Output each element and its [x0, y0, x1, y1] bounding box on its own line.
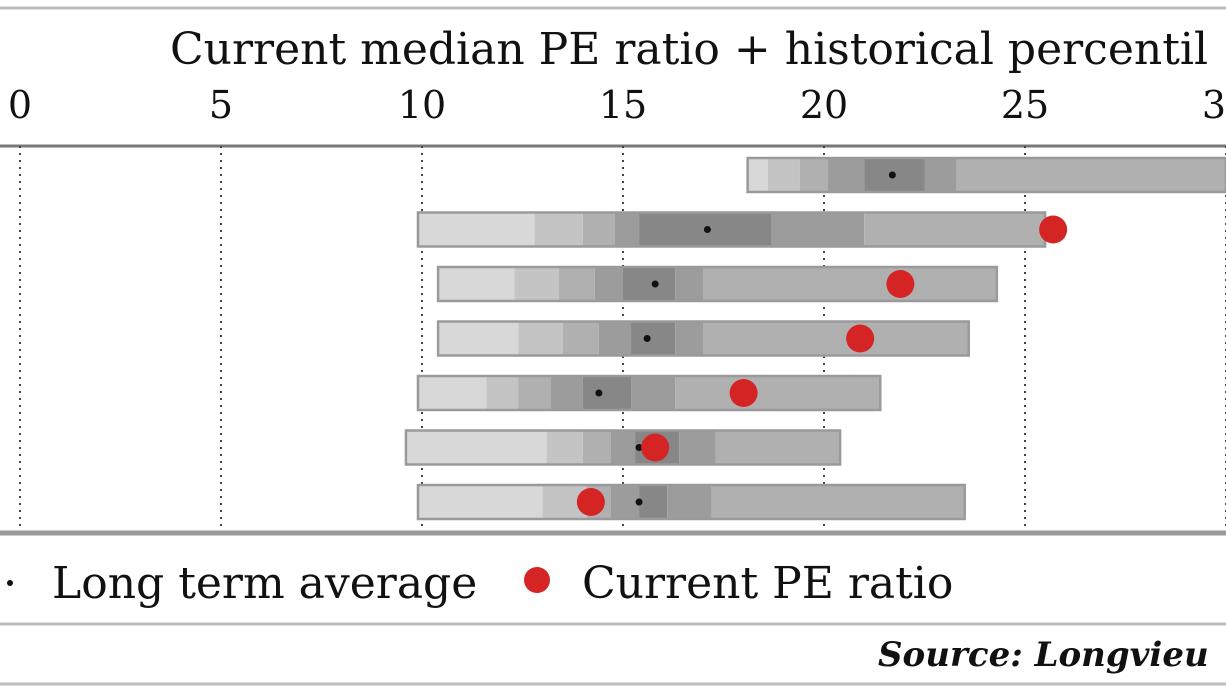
x-tick-label: 5	[209, 83, 233, 127]
percentile-band	[703, 321, 969, 356]
percentile-band	[631, 376, 676, 410]
long-term-average-dot	[635, 444, 643, 451]
percentile-bar-row	[416, 374, 882, 412]
legend-current-label: Current PE ratio	[582, 558, 953, 609]
x-tick-label: 15	[599, 83, 647, 127]
percentile-band	[518, 321, 563, 356]
percentile-band	[582, 430, 611, 465]
legend-average-label: Long term average	[52, 558, 477, 609]
bar-outline	[416, 483, 966, 521]
percentile-band	[631, 321, 676, 356]
percentile-band	[614, 212, 640, 247]
percentile-bar-row	[746, 156, 1226, 194]
percentile-band	[417, 212, 535, 247]
x-tick-label: 25	[1001, 83, 1049, 127]
current-pe-dot	[846, 324, 875, 353]
percentile-band	[417, 376, 487, 410]
bar-outline	[416, 374, 882, 412]
percentile-bar-row	[416, 211, 1068, 248]
x-tick-label: 10	[398, 83, 446, 127]
bar-outline	[746, 156, 1226, 194]
percentile-band	[582, 212, 615, 247]
percentile-band	[771, 212, 865, 247]
percentile-band	[558, 267, 595, 301]
percentile-band	[924, 158, 957, 192]
percentile-band	[514, 267, 559, 301]
percentile-band	[534, 212, 583, 247]
percentile-band	[623, 267, 676, 301]
legend-current-marker	[524, 567, 550, 593]
long-term-average-dot	[651, 280, 659, 288]
percentile-band	[767, 158, 800, 192]
percentile-bar-row	[404, 429, 842, 466]
percentile-band	[828, 158, 865, 192]
current-pe-dot	[729, 379, 758, 407]
percentile-band	[639, 485, 668, 519]
long-term-average-dot	[888, 171, 896, 179]
current-pe-dot	[641, 433, 670, 462]
current-pe-dot	[886, 270, 915, 298]
percentile-band	[675, 376, 881, 410]
percentile-bars	[404, 156, 1226, 521]
percentile-band	[438, 267, 515, 301]
percentile-band	[546, 430, 583, 465]
bar-outline	[436, 265, 999, 303]
legend: Long term average Current PE ratio	[7, 558, 953, 609]
percentile-band	[747, 158, 768, 192]
percentile-band	[598, 321, 632, 356]
source-note: Source: Longvieu	[878, 635, 1209, 675]
bar-outline	[436, 320, 970, 357]
percentile-band	[610, 485, 640, 519]
percentile-band	[799, 158, 829, 192]
x-tick-label: 20	[800, 83, 848, 127]
long-term-average-dot	[595, 389, 603, 397]
legend-average-marker	[7, 580, 13, 586]
percentile-band	[864, 212, 1046, 247]
percentile-band	[550, 376, 583, 410]
percentile-band	[417, 485, 543, 519]
long-term-average-dot	[643, 335, 651, 342]
percentile-band	[715, 430, 841, 465]
percentile-band	[562, 321, 599, 356]
percentile-band	[679, 430, 716, 465]
percentile-band	[711, 485, 965, 519]
bar-outline	[404, 429, 842, 466]
chart-title: Current median PE ratio + historical per…	[170, 24, 1208, 75]
percentile-band	[675, 321, 704, 356]
percentile-bar-row	[436, 320, 970, 357]
x-axis-ticks: 0 5 10 15 20 25 30	[8, 83, 1226, 127]
current-pe-dot	[576, 488, 605, 516]
long-term-average-dot	[703, 226, 711, 233]
percentile-band	[667, 485, 712, 519]
percentile-band	[675, 267, 704, 301]
percentile-band	[594, 267, 623, 301]
percentile-band	[956, 158, 1226, 192]
percentile-band	[610, 430, 636, 465]
x-tick-label: 30	[1202, 83, 1226, 127]
percentile-band	[486, 376, 519, 410]
percentile-band	[438, 321, 519, 356]
long-term-average-dot	[635, 498, 643, 506]
percentile-band	[405, 430, 547, 465]
percentile-bar-row	[416, 483, 966, 521]
percentile-band	[518, 376, 551, 410]
x-tick-label: 0	[8, 83, 32, 127]
percentile-band	[582, 376, 632, 410]
percentile-bar-row	[436, 265, 999, 303]
current-pe-dot	[1039, 215, 1068, 244]
percentile-band	[703, 267, 997, 301]
